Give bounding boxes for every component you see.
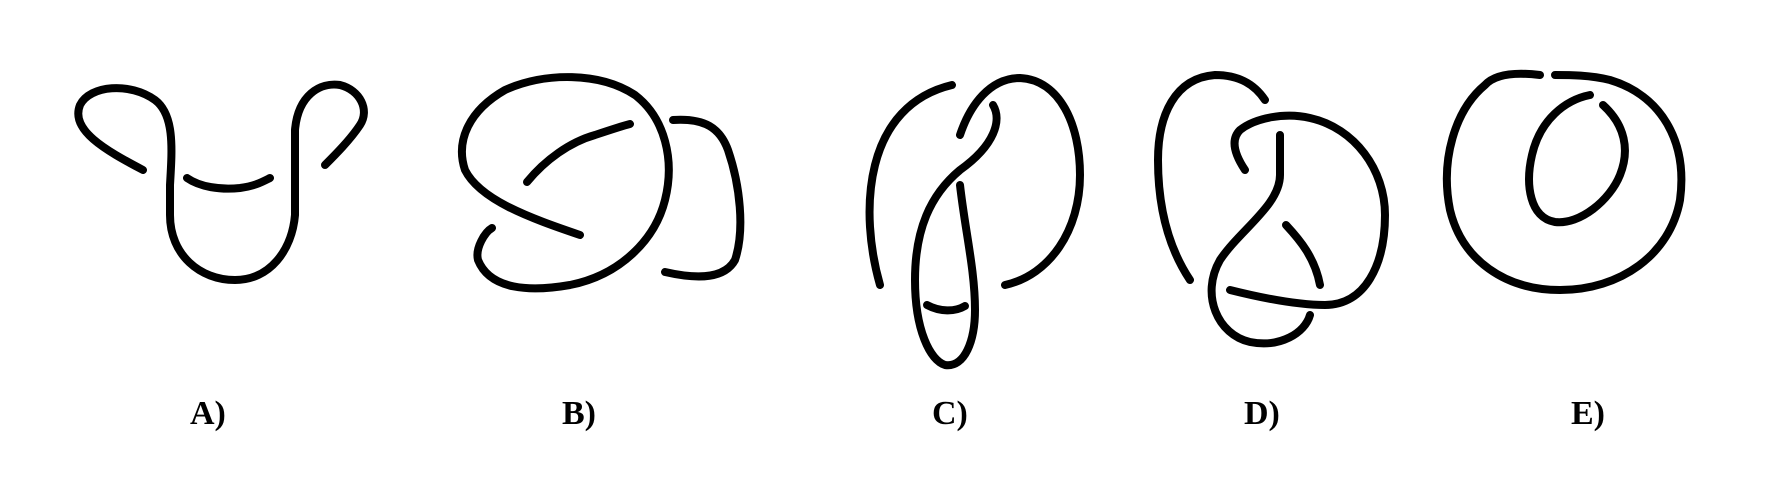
- knot-b: B): [457, 73, 745, 432]
- knot-d-left-arc: [1154, 71, 1269, 284]
- knot-b-main-loop: [457, 73, 673, 293]
- knot-e: E): [1443, 69, 1686, 432]
- knot-c: C): [865, 74, 1084, 432]
- knot-a-left-loop: [74, 80, 368, 284]
- knot-c-left-arc: [865, 81, 956, 289]
- knot-d-main-loop: [1226, 111, 1389, 309]
- knot-a-crossing-bar: [183, 174, 274, 193]
- panel-label-d: D): [1244, 395, 1280, 432]
- panel-label-b: B): [562, 395, 596, 432]
- knot-a: A): [74, 80, 368, 432]
- panel-label-e: E): [1571, 395, 1605, 432]
- knot-d-inner-strand: [1207, 131, 1314, 348]
- knot-e-inner-loop: [1525, 91, 1629, 227]
- knot-b-right-lobe: [661, 115, 745, 281]
- panel-label-a: A): [190, 395, 226, 432]
- knot-d: D): [1154, 71, 1389, 432]
- knot-c-inner-twist: [911, 101, 1001, 370]
- knot-b-inner-arc: [523, 120, 634, 186]
- panel-label-c: C): [932, 395, 968, 432]
- knot-c-right-loop: [956, 74, 1084, 289]
- knot-d-small-crossing: [1282, 221, 1324, 289]
- knot-c-bottom-bar: [923, 301, 969, 315]
- knot-e-outer-loop: [1443, 69, 1686, 294]
